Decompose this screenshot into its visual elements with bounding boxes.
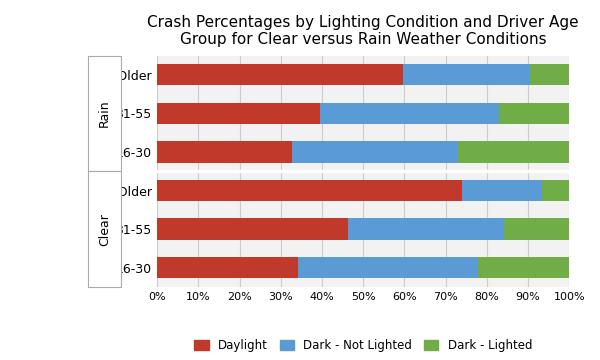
Bar [458, 141, 569, 163]
Text: Clear: Clear [98, 213, 111, 246]
Bar [298, 257, 478, 278]
Bar [478, 257, 569, 278]
Bar [542, 180, 569, 201]
Bar [292, 141, 458, 163]
Text: Rain: Rain [98, 100, 111, 127]
Bar [347, 219, 503, 240]
Title: Crash Percentages by Lighting Condition and Driver Age
Group for Clear versus Ra: Crash Percentages by Lighting Condition … [148, 15, 579, 48]
Bar [157, 64, 403, 85]
Bar [403, 64, 530, 85]
Bar [157, 180, 461, 201]
Bar [157, 257, 298, 278]
Bar [499, 103, 569, 124]
Bar [157, 103, 320, 124]
Bar [320, 103, 499, 124]
Bar [461, 180, 542, 201]
Bar [530, 64, 569, 85]
Bar [503, 219, 569, 240]
Bar [157, 219, 347, 240]
Legend: Daylight, Dark - Not Lighted, Dark - Lighted: Daylight, Dark - Not Lighted, Dark - Lig… [190, 334, 537, 357]
Bar [157, 141, 292, 163]
